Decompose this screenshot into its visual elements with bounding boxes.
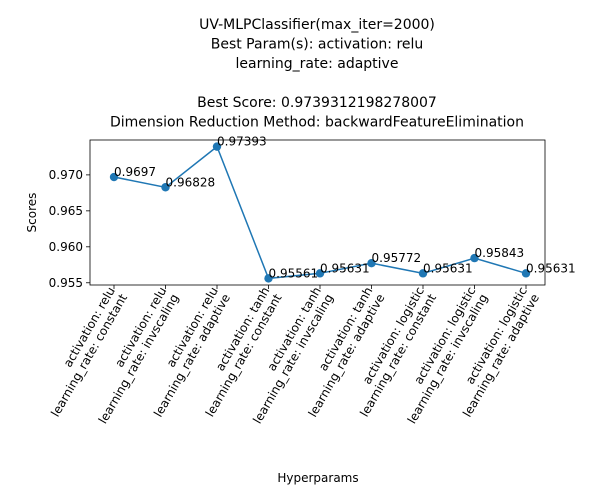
data-point [109,172,119,182]
y-tick-label: 0.970 [49,168,83,182]
data-label: 0.96828 [166,175,216,189]
data-label: 0.9697 [114,165,156,179]
data-point [161,183,170,192]
y-tick-label: 0.960 [49,240,83,254]
data-points [109,142,531,283]
data-label: 0.95843 [475,246,525,260]
data-point [315,269,325,278]
title-line: Dimension Reduction Method: backwardFeat… [110,115,524,131]
title-line: UV-MLPClassifier(max_iter=2000) [199,17,435,33]
data-label: 0.95631 [526,261,576,275]
y-tick-label: 0.955 [49,276,83,290]
data-point [521,269,531,278]
x-axis-label: Hyperparams [277,471,358,485]
title-line: learning_rate: adaptive [236,56,399,72]
data-point [212,142,222,151]
data-point [367,259,376,268]
chart-title: UV-MLPClassifier(max_iter=2000) Best Para… [110,17,524,131]
series-line [113,145,527,280]
data-point [470,253,479,263]
data-point [418,269,428,278]
y-tick-label: 0.965 [49,204,83,218]
plot-frame [89,139,546,286]
y-axis-label: Scores [25,193,39,233]
title-line: Best Score: 0.9739312198278007 [197,95,437,111]
data-label: 0.95631 [423,261,473,275]
data-label: 0.95631 [320,261,370,275]
y-axis: 0.955 0.960 0.965 0.970 [49,168,90,290]
data-label: 0.95561 [269,266,319,280]
data-point [264,274,273,283]
data-label: 0.97393 [217,135,267,149]
title-line: Best Param(s): activation: relu [211,37,424,53]
data-label: 0.95772 [372,251,422,265]
